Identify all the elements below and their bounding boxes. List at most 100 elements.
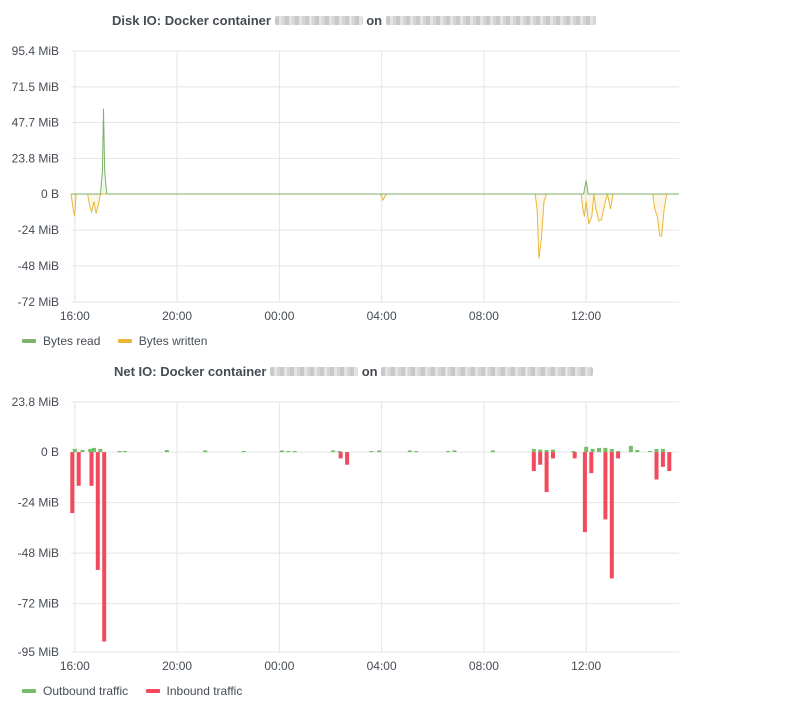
bar (95, 452, 100, 570)
x-tick-label: 04:00 (367, 659, 397, 673)
bar (337, 451, 342, 453)
legend-swatch (22, 688, 36, 693)
y-tick-label: -95 MiB (18, 645, 59, 659)
bar (117, 451, 122, 453)
bar (414, 451, 419, 453)
y-tick-label: -72 MiB (18, 597, 59, 611)
x-tick-label: 16:00 (60, 309, 90, 323)
net-io-legend: Outbound traffic Inbound traffic (22, 683, 256, 698)
bar (80, 450, 85, 453)
bar (616, 451, 621, 453)
y-tick-label: -24 MiB (18, 223, 59, 237)
bar (531, 452, 536, 471)
bar (531, 448, 536, 453)
bar (88, 448, 93, 453)
bar (76, 452, 81, 486)
legend-swatch (22, 338, 36, 343)
bar (654, 452, 659, 480)
redacted-host-name (385, 16, 596, 26)
y-tick-label: -24 MiB (18, 496, 59, 510)
bar (241, 451, 246, 453)
bar (590, 448, 595, 453)
bar (292, 451, 297, 453)
series-area (71, 194, 679, 259)
bar (89, 452, 94, 486)
disk-io-title-on: on (366, 13, 383, 29)
bar (654, 448, 659, 453)
bar (597, 447, 601, 453)
bar (122, 451, 127, 453)
x-tick-label: 00:00 (264, 659, 294, 673)
bar (660, 448, 665, 453)
legend-label: Inbound traffic (166, 683, 243, 698)
x-tick-label: 20:00 (162, 309, 192, 323)
bar (667, 452, 672, 471)
series-area (71, 108, 679, 195)
bar (203, 450, 208, 453)
y-tick-label: 23.8 MiB (12, 151, 59, 165)
bar (584, 446, 589, 453)
disk-io-title-prefix: Disk IO: Docker container (112, 13, 271, 29)
y-tick-label: 0 B (41, 187, 59, 201)
legend-label: Outbound traffic (43, 683, 129, 698)
x-tick-label: 20:00 (162, 659, 192, 673)
bar (98, 448, 103, 453)
redacted-host-name (381, 367, 594, 377)
legend-item-bytes-written[interactable]: Bytes written (117, 333, 208, 348)
disk-io-legend: Bytes read Bytes written (22, 333, 221, 348)
bar (551, 452, 555, 459)
bar (338, 452, 343, 459)
x-tick-label: 12:00 (571, 659, 601, 673)
bar (571, 451, 576, 453)
bar (407, 450, 412, 453)
bar (164, 450, 169, 453)
bar (572, 452, 577, 459)
legend-label: Bytes written (138, 333, 208, 348)
legend-swatch (117, 338, 132, 343)
legend-swatch (145, 688, 160, 693)
x-tick-label: 04:00 (367, 309, 397, 323)
y-tick-label: -72 MiB (18, 295, 59, 309)
y-tick-label: -48 MiB (18, 546, 59, 560)
bar (538, 449, 543, 453)
bar (286, 451, 291, 453)
bar (544, 450, 549, 453)
bar (102, 452, 107, 642)
y-tick-label: 47.7 MiB (12, 116, 59, 130)
bar (551, 449, 555, 453)
bar (279, 450, 284, 453)
bar (582, 452, 587, 533)
legend-item-bytes-read[interactable]: Bytes read (22, 333, 100, 348)
bar (92, 447, 96, 453)
bar (70, 452, 75, 514)
bar (609, 448, 614, 453)
y-tick-label: 71.5 MiB (12, 80, 59, 94)
x-tick-label: 08:00 (469, 659, 499, 673)
bar (616, 452, 621, 459)
y-tick-label: 23.8 MiB (12, 395, 59, 409)
bar (345, 452, 350, 465)
x-tick-label: 00:00 (264, 309, 294, 323)
y-tick-label: -48 MiB (18, 259, 59, 273)
bar (544, 452, 549, 493)
bar (648, 451, 653, 453)
legend-item-outbound-traffic[interactable]: Outbound traffic (22, 683, 128, 698)
y-tick-label: 0 B (41, 445, 59, 459)
bar (660, 452, 665, 467)
bar (369, 451, 374, 453)
x-tick-label: 16:00 (60, 659, 90, 673)
legend-item-inbound-traffic[interactable]: Inbound traffic (145, 683, 243, 698)
bar (377, 450, 382, 453)
disk-io-panel-title: Disk IO: Docker container on (112, 12, 596, 28)
bar (603, 452, 608, 520)
redacted-container-name (274, 16, 363, 26)
disk-io-chart: 95.4 MiB 71.5 MiB 47.7 MiB 23.8 MiB 0 B -24 M… (12, 44, 679, 323)
bar (490, 450, 495, 453)
bar (446, 451, 451, 453)
bar (603, 447, 608, 453)
y-tick-label: 95.4 MiB (12, 44, 59, 58)
x-tick-label: 12:00 (571, 309, 601, 323)
net-io-title-on: on (361, 364, 378, 380)
bar (628, 445, 633, 453)
